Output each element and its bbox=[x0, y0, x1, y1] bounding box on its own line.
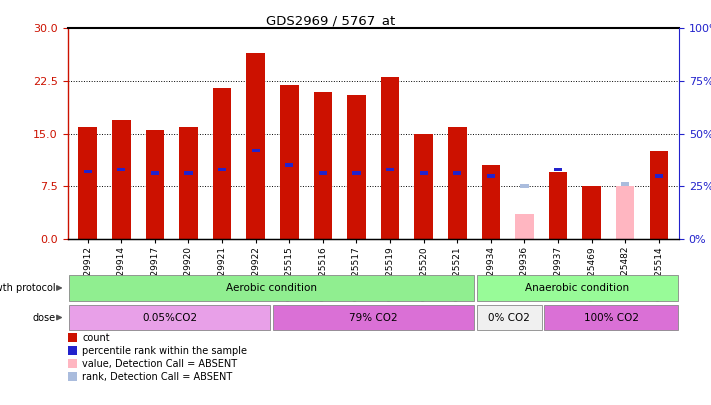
Bar bbox=[347, 95, 365, 239]
Bar bbox=[84, 170, 92, 173]
Bar bbox=[515, 214, 534, 239]
Bar bbox=[319, 171, 327, 175]
Bar bbox=[481, 165, 500, 239]
Bar bbox=[487, 174, 495, 178]
Bar bbox=[448, 127, 466, 239]
Text: 100% CO2: 100% CO2 bbox=[584, 313, 638, 322]
Bar bbox=[476, 275, 678, 301]
Bar bbox=[314, 92, 332, 239]
Bar bbox=[213, 88, 231, 239]
Bar bbox=[650, 151, 668, 239]
Bar bbox=[151, 171, 159, 175]
Bar bbox=[453, 171, 461, 175]
Bar bbox=[69, 305, 270, 330]
Bar bbox=[545, 305, 678, 330]
Bar bbox=[381, 77, 400, 239]
Bar bbox=[280, 85, 299, 239]
Bar bbox=[415, 134, 433, 239]
Text: dose: dose bbox=[32, 313, 55, 322]
Bar bbox=[582, 186, 601, 239]
Bar bbox=[520, 184, 528, 188]
Bar bbox=[554, 168, 562, 171]
Text: 0% CO2: 0% CO2 bbox=[488, 313, 530, 322]
Text: count: count bbox=[82, 333, 110, 343]
Bar bbox=[353, 171, 360, 175]
Bar bbox=[549, 172, 567, 239]
Bar bbox=[386, 168, 394, 171]
Bar bbox=[69, 275, 474, 301]
Bar bbox=[112, 119, 131, 239]
Bar bbox=[146, 130, 164, 239]
Text: percentile rank within the sample: percentile rank within the sample bbox=[82, 346, 247, 356]
Text: GDS2969 / 5767_at: GDS2969 / 5767_at bbox=[266, 14, 395, 27]
Bar bbox=[78, 127, 97, 239]
Bar bbox=[179, 127, 198, 239]
Text: 79% CO2: 79% CO2 bbox=[349, 313, 397, 322]
Bar bbox=[476, 305, 542, 330]
Text: Anaerobic condition: Anaerobic condition bbox=[525, 283, 629, 293]
Bar bbox=[247, 53, 265, 239]
Bar bbox=[184, 171, 193, 175]
Bar bbox=[655, 174, 663, 178]
Bar bbox=[419, 171, 428, 175]
Text: Aerobic condition: Aerobic condition bbox=[226, 283, 317, 293]
Bar bbox=[616, 186, 634, 239]
Text: 0.05%CO2: 0.05%CO2 bbox=[142, 313, 197, 322]
Bar bbox=[621, 182, 629, 186]
Bar bbox=[218, 168, 226, 171]
Bar bbox=[285, 163, 294, 167]
Bar bbox=[252, 149, 260, 152]
Text: rank, Detection Call = ABSENT: rank, Detection Call = ABSENT bbox=[82, 372, 232, 382]
Text: growth protocol: growth protocol bbox=[0, 283, 55, 293]
Bar bbox=[273, 305, 474, 330]
Bar bbox=[117, 168, 125, 171]
Text: value, Detection Call = ABSENT: value, Detection Call = ABSENT bbox=[82, 359, 237, 369]
